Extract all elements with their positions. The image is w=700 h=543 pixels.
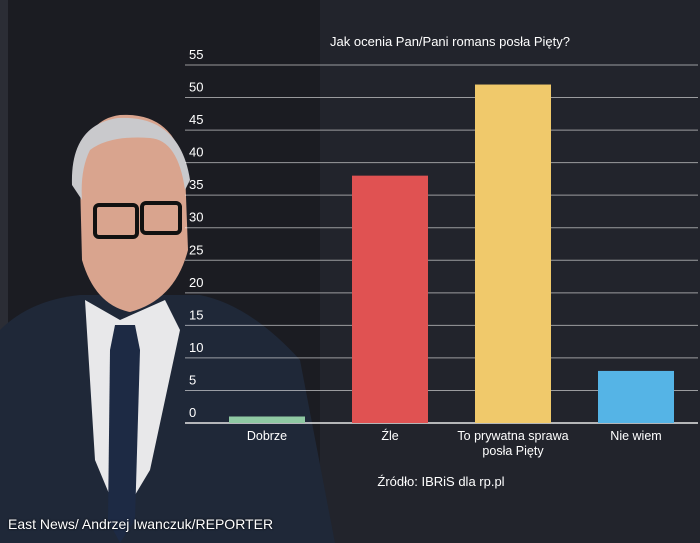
chart-title: Jak ocenia Pan/Pani romans posła Pięty?: [330, 34, 570, 49]
y-tick-label: 0: [189, 405, 196, 420]
y-tick-label: 10: [189, 340, 203, 355]
y-tick-label: 45: [189, 112, 203, 127]
bar: [475, 84, 551, 423]
bar: [352, 175, 428, 423]
y-tick-label: 30: [189, 210, 203, 225]
y-tick-label: 5: [189, 372, 196, 387]
y-tick-label: 35: [189, 177, 203, 192]
category-label: To prywatna sprawa: [457, 429, 568, 443]
bars: [229, 84, 674, 423]
category-label: Dobrze: [247, 429, 287, 443]
category-label: posła Pięty: [482, 444, 544, 458]
bar: [229, 416, 305, 423]
y-tick-label: 50: [189, 80, 203, 95]
grid: 0 5 10 15 20 25 30 35 40 45 50 55: [185, 47, 698, 424]
y-tick-label: 20: [189, 275, 203, 290]
bar: [598, 370, 674, 423]
photo-credit: East News/ Andrzej Iwanczuk/REPORTER: [8, 516, 274, 532]
source-text: Źródło: IBRiS dla rp.pl: [377, 474, 504, 489]
category-label: Nie wiem: [610, 429, 661, 443]
category-label: Źle: [381, 428, 398, 443]
person-illustration: [0, 114, 335, 543]
y-tick-label: 25: [189, 242, 203, 257]
y-tick-label: 55: [189, 47, 203, 62]
y-tick-label: 40: [189, 145, 203, 160]
y-tick-label: 15: [189, 307, 203, 322]
